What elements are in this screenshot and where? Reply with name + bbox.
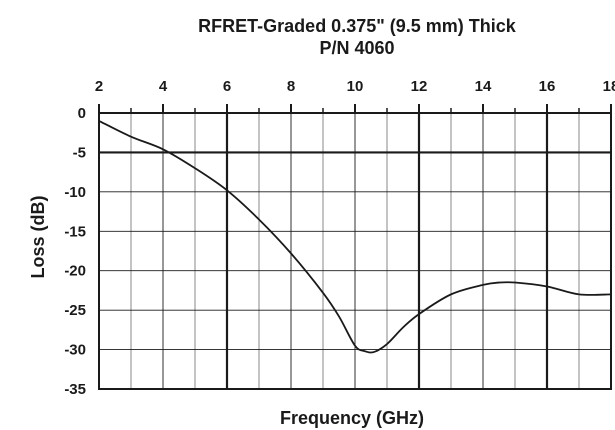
y-tick-label: 0	[78, 105, 86, 122]
x-tick-label: 14	[475, 78, 492, 95]
y-tick-label: -35	[64, 381, 86, 398]
y-tick-label: -30	[64, 342, 86, 359]
y-axis-title: Loss (dB)	[28, 195, 48, 278]
x-tick-label: 6	[223, 78, 231, 95]
x-tick-label: 16	[539, 78, 556, 95]
y-tick-labels: 0 -5 -10 -15 -20 -25 -30 -35	[64, 105, 86, 398]
series-group	[98, 120, 612, 354]
x-axis-title: Frequency (GHz)	[280, 408, 424, 428]
x-tick-label: 10	[347, 78, 364, 95]
tick-marks	[98, 104, 612, 113]
major-grid	[99, 113, 611, 389]
plot-frame	[98, 112, 612, 390]
x-tick-label: 18	[603, 78, 615, 95]
minor-grid	[130, 113, 580, 389]
y-tick-label: -10	[64, 184, 86, 201]
x-tick-labels: 2 4 6 8 10 12 14 16 18	[95, 78, 615, 95]
loss-series-line	[98, 120, 612, 354]
x-tick-label: 12	[411, 78, 428, 95]
y-tick-label: -5	[73, 144, 86, 161]
y-tick-label: -25	[64, 302, 86, 319]
chart-title: RFRET-Graded 0.375" (9.5 mm) Thick	[198, 16, 517, 36]
y-tick-label: -15	[64, 223, 86, 240]
x-tick-label: 4	[159, 78, 168, 95]
y-tick-label: -20	[64, 263, 86, 280]
x-tick-label: 2	[95, 78, 103, 95]
x-tick-label: 8	[287, 78, 295, 95]
chart-subtitle: P/N 4060	[319, 38, 394, 58]
